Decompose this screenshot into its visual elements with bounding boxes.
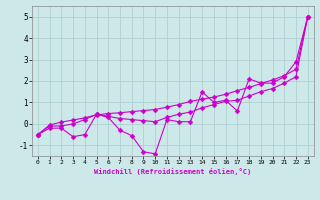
X-axis label: Windchill (Refroidissement éolien,°C): Windchill (Refroidissement éolien,°C): [94, 168, 252, 175]
